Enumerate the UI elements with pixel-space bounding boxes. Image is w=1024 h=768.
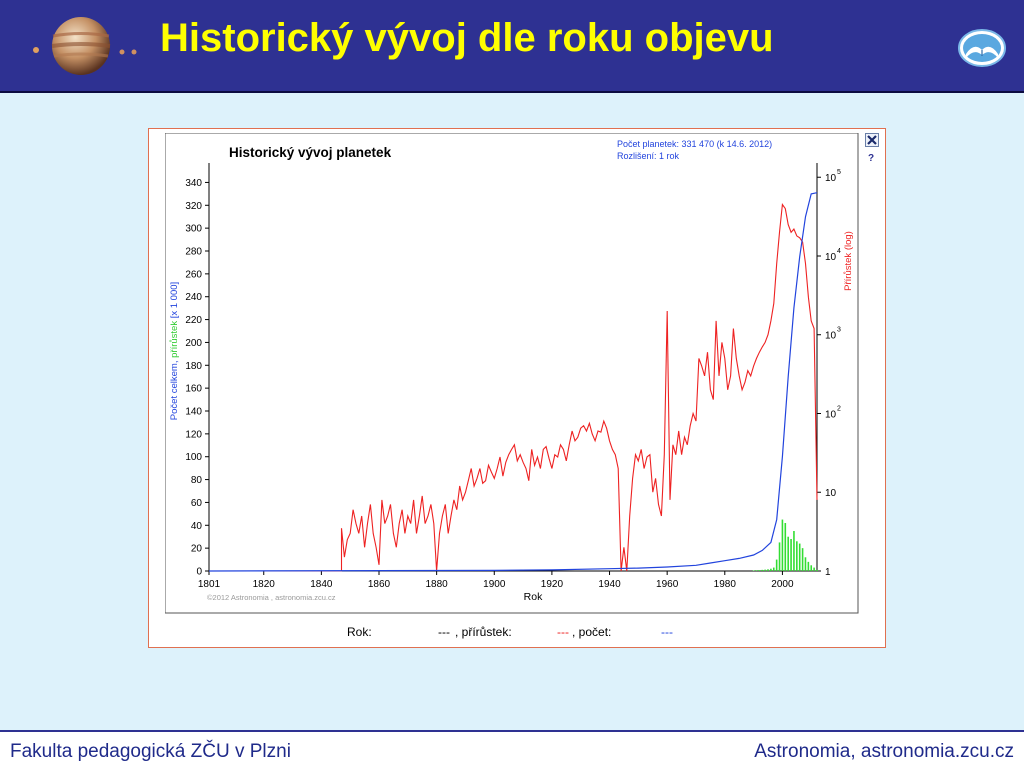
y2-tick-exponent: 3 bbox=[837, 327, 841, 334]
y-axis-label-part: , bbox=[169, 358, 180, 363]
y-tick-label: 200 bbox=[185, 338, 202, 349]
hover-readout: Rok: --- , přírůstek: --- , počet: --- bbox=[149, 625, 887, 645]
x-axis-label: Rok bbox=[524, 591, 543, 603]
footer-website: Astronomia, astronomia.zcu.cz bbox=[754, 741, 1014, 762]
pocet-label: , počet: bbox=[572, 625, 612, 639]
y-tick-label: 120 bbox=[185, 429, 202, 440]
rok-value: --- bbox=[438, 625, 450, 639]
x-tick-label: 1820 bbox=[253, 579, 276, 590]
x-tick-label: 1860 bbox=[368, 579, 391, 590]
y-tick-label: 20 bbox=[191, 544, 203, 555]
y-tick-label: 240 bbox=[185, 292, 202, 303]
x-tick-label: 2000 bbox=[771, 579, 794, 590]
chart-frame bbox=[165, 133, 859, 614]
footer-institution: Fakulta pedagogická ZČU v Plzni bbox=[10, 741, 291, 762]
y2-axis-label: Přírůstek (log) bbox=[843, 231, 854, 291]
chart-info-line: Rozlišení: 1 rok bbox=[617, 151, 680, 161]
x-tick-label: 1840 bbox=[310, 579, 333, 590]
jupiter-icon bbox=[33, 17, 137, 75]
y-tick-label: 40 bbox=[191, 521, 203, 532]
chart-credit: ©2012 Astronomia , astronomia.zcu.cz bbox=[207, 593, 336, 602]
x-tick-label: 1960 bbox=[656, 579, 679, 590]
pocet-value: --- bbox=[661, 625, 673, 639]
y2-tick-label: 10 bbox=[825, 252, 837, 263]
y-axis-label: Počet celkem, přírůstek [x 1 000] bbox=[169, 282, 180, 420]
chart-info-line: Počet planetek: 331 470 (k 14.6. 2012) bbox=[617, 139, 772, 149]
help-button[interactable]: ? bbox=[868, 153, 875, 164]
y-tick-label: 60 bbox=[191, 498, 203, 509]
y-tick-label: 220 bbox=[185, 315, 202, 326]
y2-tick-exponent: 4 bbox=[837, 248, 841, 255]
book-icon[interactable] bbox=[958, 28, 1006, 68]
rok-label: Rok: bbox=[347, 625, 372, 639]
y-tick-label: 320 bbox=[185, 201, 202, 212]
page-title: Historický vývoj dle roku objevu bbox=[160, 16, 774, 60]
y-tick-label: 300 bbox=[185, 224, 202, 235]
y2-tick-exponent: 2 bbox=[837, 405, 841, 412]
y-axis-label-part: přírůstek bbox=[169, 321, 180, 358]
y-tick-label: 260 bbox=[185, 269, 202, 280]
y2-tick-label: 10 bbox=[825, 409, 837, 420]
prirustek-value: --- bbox=[557, 625, 569, 639]
x-tick-label: 1801 bbox=[198, 579, 221, 590]
y2-tick-label: 1 bbox=[825, 567, 831, 578]
y-tick-label: 180 bbox=[185, 361, 202, 372]
chart-panel: 0 20 40 60 80 100 120 140 160 180 200 220 240 260 280 3… bbox=[148, 128, 886, 648]
y2-tick-label: 10 bbox=[825, 488, 837, 499]
y-tick-label: 80 bbox=[191, 475, 203, 486]
x-tick-label: 1880 bbox=[426, 579, 449, 590]
y-tick-label: 160 bbox=[185, 384, 202, 395]
x-tick-label: 1980 bbox=[714, 579, 737, 590]
slide-header: Historický vývoj dle roku objevu bbox=[0, 0, 1024, 93]
y-tick-label: 0 bbox=[196, 567, 202, 578]
y2-tick-exponent: 5 bbox=[837, 169, 841, 176]
y-axis-label-part: [x 1 000] bbox=[169, 282, 180, 321]
count-line bbox=[208, 192, 818, 572]
close-button[interactable] bbox=[865, 133, 879, 147]
asteroid-history-chart: 0 20 40 60 80 100 120 140 160 180 200 220 240 260 280 3… bbox=[165, 133, 859, 614]
x-tick-label: 1920 bbox=[541, 579, 564, 590]
y2-tick-label: 10 bbox=[825, 331, 837, 342]
prirustek-label: , přírůstek: bbox=[455, 625, 512, 639]
x-tick-label: 1940 bbox=[598, 579, 621, 590]
close-icon bbox=[867, 135, 877, 145]
slide-footer: Fakulta pedagogická ZČU v Plzni Astronom… bbox=[0, 730, 1024, 768]
increment-line bbox=[209, 202, 818, 572]
y-tick-label: 100 bbox=[185, 452, 202, 463]
y-tick-label: 280 bbox=[185, 247, 202, 258]
chart-title: Historický vývoj planetek bbox=[229, 145, 392, 160]
y-axis-label-part: Počet celkem bbox=[169, 363, 180, 420]
y-tick-label: 140 bbox=[185, 407, 202, 418]
x-tick-label: 1900 bbox=[483, 579, 506, 590]
y-tick-label: 340 bbox=[185, 178, 202, 189]
y2-tick-label: 10 bbox=[825, 173, 837, 184]
